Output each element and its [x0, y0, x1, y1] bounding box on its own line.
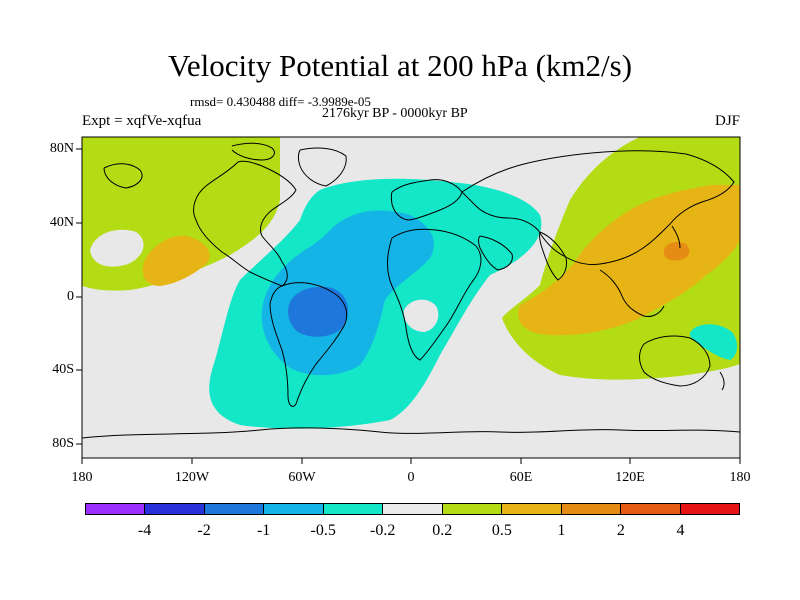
colorbar-swatch: [323, 504, 384, 514]
coast-japan: [671, 225, 681, 249]
colorbar-swatch: [561, 504, 622, 514]
colorbar: [85, 503, 740, 515]
coast-greenland: [298, 147, 347, 187]
colorbar-swatch: [502, 504, 562, 514]
coast-africa: [387, 228, 482, 361]
coast-australia: [639, 335, 711, 387]
lon-label-0: 0: [407, 470, 415, 485]
rmsd-diff-stats: rmsd= 0.430488 diff= -3.9989e-05: [190, 94, 371, 109]
negative-patch-australia: [689, 324, 738, 360]
coast-arctic-canada: [231, 142, 275, 161]
orange-field-east: [518, 185, 740, 336]
coast-india: [539, 231, 567, 281]
colorbar-label: 0.5: [491, 522, 512, 539]
coast-antarctica: [82, 427, 740, 439]
coastlines: [82, 142, 740, 439]
colorbar-label: -4: [137, 522, 152, 539]
colorbar-swatch: [680, 504, 739, 514]
lon-label-120e: 120E: [615, 470, 645, 485]
coast-eurasia: [461, 150, 735, 265]
coast-south-america: [269, 282, 348, 407]
lat-label-40n: 40N: [49, 215, 74, 230]
lon-label-180e: 180: [729, 470, 751, 485]
season-label: DJF: [714, 113, 740, 129]
lon-label-60e: 60E: [509, 470, 533, 485]
colorbar-label: -2: [197, 522, 211, 539]
max-patch-east: [663, 242, 690, 261]
lon-label-120w: 120W: [174, 470, 210, 485]
colorbar-label: -0.5: [310, 522, 336, 539]
coast-southeast-asia: [599, 269, 665, 317]
colorbar-label: -0.2: [370, 522, 396, 539]
lat-label-40s: 40S: [52, 362, 74, 377]
coast-arabia: [478, 235, 513, 271]
axis-ticks: [76, 148, 741, 464]
lat-label-80n: 80N: [49, 141, 74, 156]
colorbar-label: 0.2: [432, 522, 453, 539]
coast-north-america: [193, 160, 297, 287]
colorbar-swatch: [86, 504, 146, 514]
coast-new-zealand: [719, 371, 725, 391]
neutral-patch-west: [90, 229, 144, 267]
colorbar-swatch: [442, 504, 503, 514]
lat-label-80s: 80S: [52, 436, 74, 451]
colorbar-swatch: [264, 504, 324, 514]
lat-label-0: 0: [67, 289, 74, 304]
colorbar-swatch: [145, 504, 205, 514]
coast-europe: [390, 179, 463, 221]
experiment-label: Expt = xqfVe-xqfua: [82, 113, 202, 129]
colorbar-label: 1: [557, 522, 566, 539]
colorbar-label: 4: [676, 522, 685, 539]
lon-label-60w: 60W: [288, 470, 316, 485]
time-period-label: 2176kyr BP - 0000kyr BP: [322, 106, 468, 121]
min-patch-brazil: [288, 286, 348, 337]
colorbar-swatch: [204, 504, 265, 514]
lon-label-180w: 180: [71, 470, 93, 485]
orange-patch-west: [142, 235, 210, 286]
neutral-patch-africa: [403, 299, 439, 332]
colorbar-swatch: [621, 504, 681, 514]
coast-alaska: [103, 163, 143, 189]
colorbar-label: -1: [256, 522, 271, 539]
plot-title: Velocity Potential at 200 hPa (km2/s): [167, 48, 633, 83]
colorbar-label: 2: [616, 522, 625, 539]
colorbar-swatch: [383, 504, 443, 514]
